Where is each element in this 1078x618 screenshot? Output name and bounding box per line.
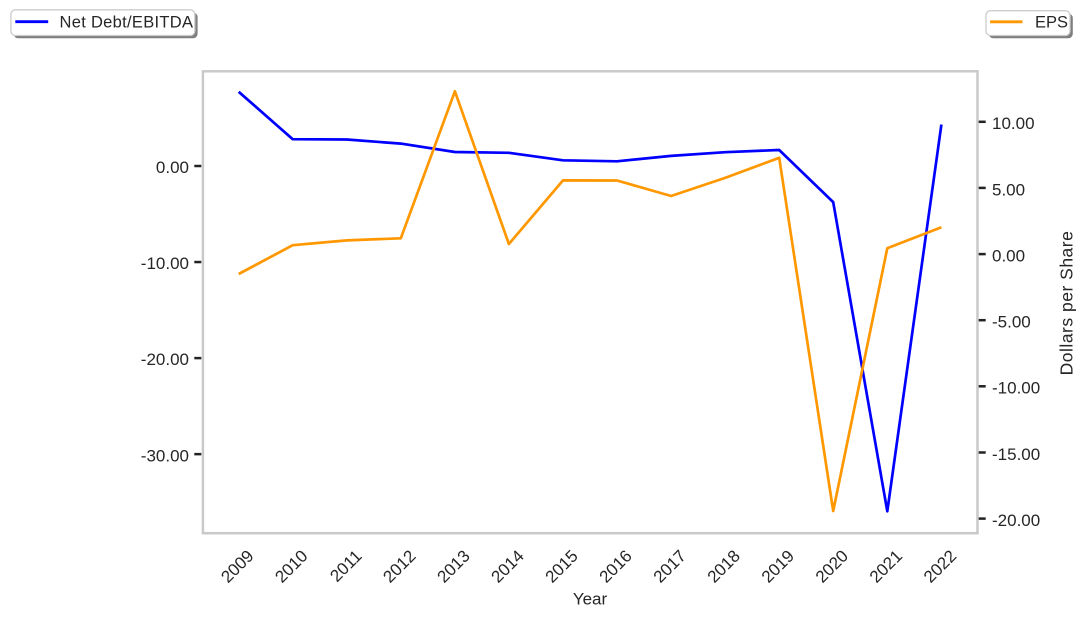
svg-text:Dollars per Share: Dollars per Share [1057, 231, 1077, 376]
svg-text:2011: 2011 [326, 546, 365, 585]
svg-text:2014: 2014 [488, 546, 528, 586]
svg-text:0.00: 0.00 [156, 158, 189, 177]
svg-text:2013: 2013 [434, 546, 474, 586]
svg-text:2021: 2021 [866, 546, 906, 586]
svg-text:2015: 2015 [542, 546, 582, 586]
svg-text:2018: 2018 [704, 546, 744, 586]
svg-text:-20.00: -20.00 [141, 350, 189, 369]
svg-text:-10.00: -10.00 [992, 379, 1040, 398]
svg-text:5.00: 5.00 [992, 180, 1025, 199]
svg-text:Year: Year [573, 589, 608, 608]
svg-text:2017: 2017 [650, 546, 690, 586]
svg-text:0.00: 0.00 [992, 247, 1025, 266]
svg-text:2016: 2016 [596, 546, 636, 586]
svg-text:10.00: 10.00 [992, 114, 1035, 133]
svg-text:-5.00: -5.00 [992, 313, 1031, 332]
svg-text:2019: 2019 [758, 546, 798, 586]
svg-text:EPS: EPS [1035, 14, 1068, 32]
svg-text:-10.00: -10.00 [141, 254, 189, 273]
svg-text:-30.00: -30.00 [141, 446, 189, 465]
svg-text:2022: 2022 [920, 546, 960, 586]
svg-text:2020: 2020 [812, 546, 852, 586]
svg-text:2012: 2012 [379, 546, 419, 586]
svg-text:-15.00: -15.00 [992, 445, 1040, 464]
svg-text:2010: 2010 [271, 546, 311, 586]
svg-text:2009: 2009 [217, 546, 257, 586]
svg-text:Net Debt/EBITDA: Net Debt/EBITDA [60, 13, 194, 31]
svg-text:-20.00: -20.00 [992, 511, 1040, 530]
